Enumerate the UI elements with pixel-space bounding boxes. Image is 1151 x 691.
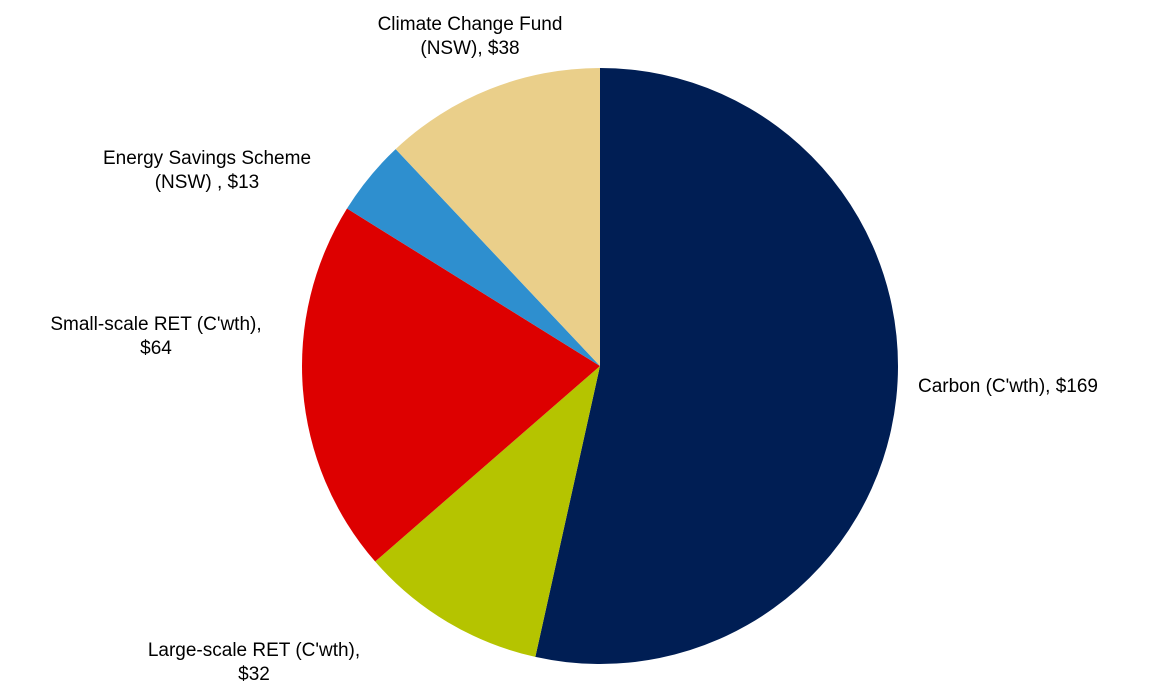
data-label-climate-change-fund-nsw: Climate Change Fund (NSW), $38 (378, 14, 563, 59)
data-label-line: $64 (140, 338, 172, 359)
pie-slice-large-scale-ret-c-wth (375, 366, 600, 657)
data-label-line: (NSW), $38 (420, 38, 519, 59)
data-label-line: (NSW) , $13 (155, 172, 260, 193)
data-label-carbon-c-wth: Carbon (C'wth), $169 (918, 376, 1098, 397)
data-label-line: Carbon (C'wth), $169 (918, 376, 1098, 397)
pie-slice-carbon-c-wth (535, 68, 899, 665)
data-label-small-scale-ret-c-wth: Small-scale RET (C'wth), $64 (50, 314, 261, 359)
data-label-energy-savings-scheme-nsw: Energy Savings Scheme (NSW) , $13 (103, 148, 311, 193)
data-label-large-scale-ret-c-wth: Large-scale RET (C'wth), $32 (148, 640, 360, 685)
labels-layer: Carbon (C'wth), $169 Large-scale RET (C'w… (50, 14, 1098, 685)
pie-slice-climate-change-fund-nsw (395, 68, 600, 366)
data-label-line: Climate Change Fund (378, 14, 563, 35)
pie-slice-small-scale-ret-c-wth (301, 208, 600, 562)
pie-slice-energy-savings-scheme-nsw (347, 149, 600, 366)
data-label-line: $32 (238, 664, 270, 685)
slices-layer (301, 68, 899, 665)
data-label-line: Small-scale RET (C'wth), (50, 314, 261, 335)
data-label-line: Energy Savings Scheme (103, 148, 311, 169)
data-label-line: Large-scale RET (C'wth), (148, 640, 360, 661)
